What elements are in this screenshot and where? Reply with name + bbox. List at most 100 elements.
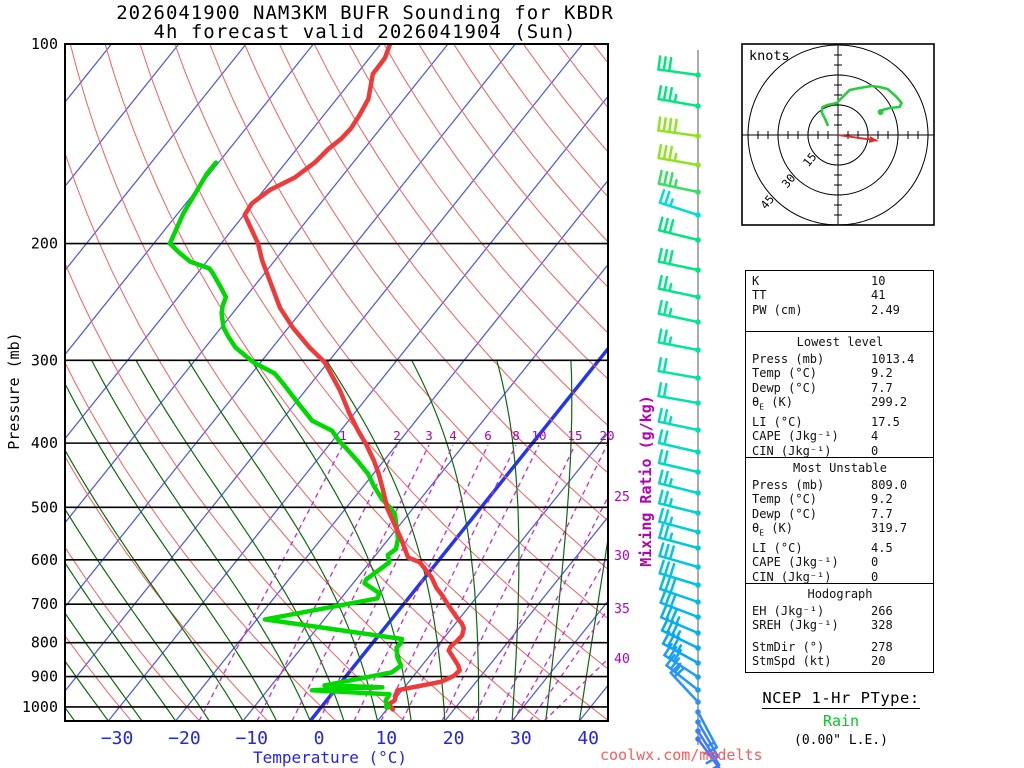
table-row: CIN (Jkg⁻¹) 0 bbox=[752, 444, 928, 457]
table-section-header: Most Unstable bbox=[793, 461, 887, 475]
wind-barb bbox=[657, 429, 701, 455]
dry-adiabat-line bbox=[69, 44, 542, 721]
table-row: θE (K) 319.7 bbox=[752, 521, 928, 541]
wind-barb bbox=[657, 116, 701, 139]
pressure-tick-label: 700 bbox=[31, 595, 58, 613]
ptype-block: NCEP 1-Hr PType: Rain (0.00" L.E.) bbox=[745, 688, 937, 748]
temperature-tick-label: −10 bbox=[235, 728, 268, 749]
isotherm-0c-thick bbox=[308, 345, 608, 721]
wind-barb-column bbox=[657, 50, 721, 768]
wind-barb bbox=[657, 357, 701, 381]
mixing-ratio-line bbox=[198, 444, 344, 721]
mixing-ratio-line bbox=[380, 444, 517, 721]
mixing-ratio-value-label: 30 bbox=[614, 549, 630, 564]
table-row-label: LI (°C) bbox=[752, 541, 803, 556]
hodograph-ring-label: 15 bbox=[800, 150, 820, 170]
watermark-text: coolwx.com/modelts bbox=[600, 746, 763, 764]
table-row: Temp (°C) 9.2 bbox=[752, 366, 928, 380]
mixing-ratio-line bbox=[291, 444, 430, 721]
hodograph-border bbox=[741, 43, 935, 226]
moist-adiabat-line bbox=[65, 508, 210, 721]
mixing-ratio-value-label: 8 bbox=[512, 428, 520, 443]
chart-title-line2: 4h forecast valid 2026041904 (Sun) bbox=[153, 21, 577, 43]
table-row-value: 9.2 bbox=[871, 492, 893, 507]
chart-title-line1: 2026041900 NAM3KM BUFR Sounding for KBDR bbox=[116, 2, 614, 24]
pressure-tick-label: 100 bbox=[31, 35, 58, 53]
mixing-ratio-value-label: 1 bbox=[339, 428, 347, 443]
isotherm-line bbox=[511, 600, 608, 721]
table-row-label: LI (°C) bbox=[752, 415, 803, 430]
wind-barb bbox=[657, 247, 701, 273]
mixing-ratio-line bbox=[494, 496, 608, 721]
mixing-ratio-line bbox=[353, 444, 489, 721]
mixing-ratio-line bbox=[401, 444, 540, 721]
dewpoint-surface-marker bbox=[383, 702, 391, 710]
temperature-axis-label: Temperature (°C) bbox=[252, 748, 408, 767]
table-section: Hodograph EH (Jkg⁻¹) 266 SREH (Jkg⁻¹) 328 Stm… bbox=[746, 583, 933, 672]
table-row-value: 0 bbox=[871, 569, 879, 583]
dry-adiabat-line bbox=[65, 151, 473, 721]
wind-barb bbox=[658, 189, 701, 218]
table-row-label: Dewp (°C) bbox=[752, 506, 818, 521]
table-row-value: 10 bbox=[871, 274, 886, 288]
dry-adiabat-line bbox=[65, 546, 200, 721]
storm-motion-arrowhead bbox=[868, 135, 878, 143]
mixing-ratio-value-label: 35 bbox=[614, 602, 630, 617]
pressure-axis-label: Pressure (mb) bbox=[5, 332, 23, 450]
ptype-liquid-equivalent: (0.00" L.E.) bbox=[794, 733, 888, 748]
mixing-ratio-value-label: 6 bbox=[484, 428, 492, 443]
table-row: CAPE (Jkg⁻¹) 0 bbox=[752, 555, 928, 569]
wind-barb bbox=[657, 407, 701, 433]
pressure-tick-label: 200 bbox=[31, 235, 58, 253]
moist-adiabat-line bbox=[91, 360, 311, 721]
table-row-value: 278 bbox=[871, 639, 893, 654]
wind-barb bbox=[657, 299, 701, 325]
isotherm-line bbox=[65, 44, 247, 272]
table-row: K 10 bbox=[752, 274, 928, 288]
table-row: CIN (Jkg⁻¹) 0 bbox=[752, 570, 928, 583]
table-row-value: 809.0 bbox=[871, 478, 908, 492]
temperature-tick-label: 40 bbox=[577, 728, 599, 749]
isotherm-line bbox=[65, 44, 382, 440]
table-row-value: 266 bbox=[871, 604, 893, 618]
wind-barb bbox=[657, 469, 701, 496]
hodograph-trace bbox=[820, 84, 903, 127]
mixing-ratio-value-label: 25 bbox=[614, 490, 630, 505]
mixing-ratio-value-label: 40 bbox=[614, 652, 630, 667]
pressure-tick-label: 900 bbox=[31, 668, 58, 686]
wind-barb bbox=[669, 662, 701, 705]
dry-adiabat-line bbox=[104, 44, 608, 721]
hodograph-unit-label: knots bbox=[749, 48, 790, 64]
table-row-value: 4 bbox=[871, 429, 879, 444]
wind-barb bbox=[657, 328, 701, 353]
mixing-ratio-line bbox=[543, 658, 608, 721]
wind-barb bbox=[658, 559, 701, 588]
wind-barb bbox=[657, 274, 701, 300]
moist-adiabat-line bbox=[187, 359, 379, 721]
dry-adiabat-line bbox=[209, 44, 608, 570]
mixing-ratio-line bbox=[318, 444, 454, 721]
dry-adiabat-line bbox=[488, 44, 608, 198]
wind-barb bbox=[665, 653, 701, 693]
mixing-ratio-line bbox=[529, 608, 608, 721]
dry-adiabat-line bbox=[453, 44, 608, 243]
moist-adiabat-line bbox=[545, 360, 573, 721]
table-row-value: 7.7 bbox=[871, 380, 893, 395]
table-row: θE (K) 299.2 bbox=[752, 395, 928, 415]
pressure-tick-label: 800 bbox=[31, 634, 58, 652]
wind-barb bbox=[657, 216, 701, 243]
moist-adiabat-line bbox=[65, 382, 278, 721]
pressure-tick-label: 400 bbox=[31, 434, 58, 452]
isotherm-line bbox=[65, 44, 314, 356]
table-row: TT 41 bbox=[752, 288, 928, 302]
mixing-ratio-value-label: 15 bbox=[567, 428, 582, 443]
mixing-ratio-line bbox=[512, 555, 608, 721]
wind-barb bbox=[657, 85, 701, 109]
temperature-tick-label: 20 bbox=[443, 728, 465, 749]
table-section: Most Unstable Press (mb) 809.0 Temp (°C) 9.2… bbox=[746, 457, 933, 583]
dewpoint-curve bbox=[167, 160, 405, 709]
wind-barb bbox=[658, 542, 701, 570]
